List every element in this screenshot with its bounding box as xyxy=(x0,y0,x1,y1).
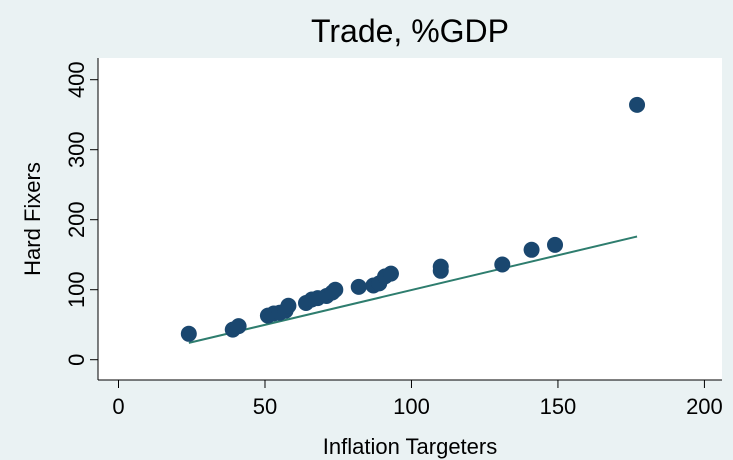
x-tick-label: 50 xyxy=(253,394,277,419)
point xyxy=(629,96,646,113)
y-tick-label: 0 xyxy=(64,354,89,366)
point xyxy=(547,236,564,253)
fit-line xyxy=(188,235,638,344)
y-tick-label: 100 xyxy=(64,271,89,308)
x-axis-label: Inflation Targeters xyxy=(323,434,497,459)
y-tick-label: 200 xyxy=(64,201,89,238)
y-tick-label: 400 xyxy=(64,61,89,98)
point xyxy=(180,325,197,342)
chart-title: Trade, %GDP xyxy=(311,13,509,49)
x-tick-label: 100 xyxy=(393,394,430,419)
point xyxy=(280,297,297,314)
point xyxy=(432,258,449,275)
x-tick-label: 0 xyxy=(112,394,124,419)
plot-area xyxy=(98,58,722,380)
y-axis-label: Hard Fixers xyxy=(20,162,45,276)
point xyxy=(523,241,540,258)
point xyxy=(230,318,247,335)
y-tick-label: 300 xyxy=(64,131,89,168)
x-tick-label: 150 xyxy=(540,394,577,419)
point xyxy=(494,256,511,273)
point xyxy=(327,281,344,298)
point xyxy=(350,278,367,295)
point xyxy=(382,265,399,282)
x-tick-label: 200 xyxy=(686,394,723,419)
